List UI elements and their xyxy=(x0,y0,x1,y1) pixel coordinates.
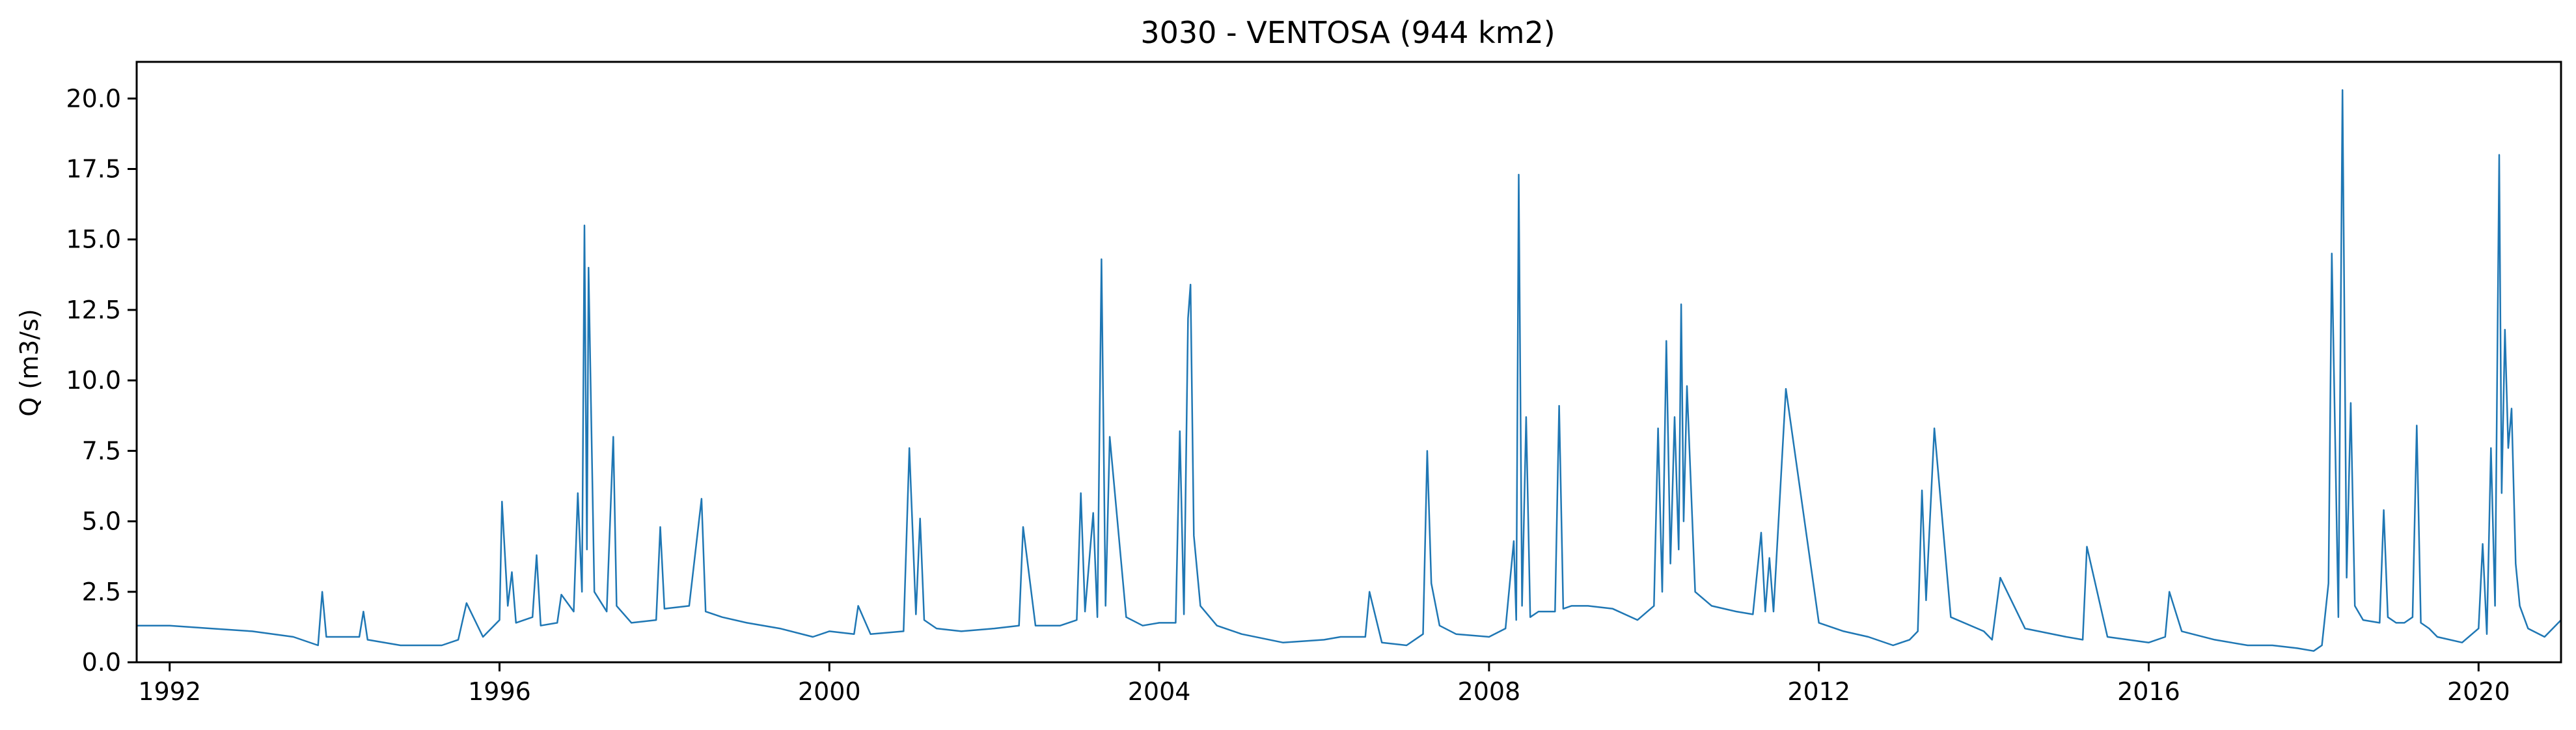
chart-title: 3030 - VENTOSA (944 km2) xyxy=(1140,15,1555,50)
x-tick-label: 2004 xyxy=(1128,677,1191,706)
y-tick-label: 7.5 xyxy=(82,436,121,465)
y-axis-label: Q (m3/s) xyxy=(15,309,44,416)
x-tick-label: 2012 xyxy=(1787,677,1850,706)
x-tick-label: 1992 xyxy=(138,677,201,706)
y-tick-label: 17.5 xyxy=(66,154,121,183)
x-tick-label: 2000 xyxy=(798,677,861,706)
y-tick-label: 10.0 xyxy=(66,366,121,395)
y-tick-label: 5.0 xyxy=(82,507,121,536)
y-tick-label: 0.0 xyxy=(82,648,121,677)
series-layer xyxy=(137,89,2562,652)
x-tick-label: 2008 xyxy=(1458,677,1521,706)
y-tick-label: 12.5 xyxy=(66,296,121,324)
discharge-series-line xyxy=(137,89,2562,652)
x-tick-label: 1996 xyxy=(468,677,531,706)
y-tick-label: 15.0 xyxy=(66,225,121,254)
y-tick-label: 20.0 xyxy=(66,84,121,113)
y-tick-label: 2.5 xyxy=(82,578,121,606)
x-axis-ticks: 1992 1996 2000 2004 2008 2012 2016 2020 xyxy=(138,662,2510,706)
y-axis-ticks: 0.0 2.5 5.0 7.5 10.0 12.5 15.0 17.5 20.0 xyxy=(66,84,137,677)
x-tick-label: 2020 xyxy=(2447,677,2510,706)
x-tick-label: 2016 xyxy=(2117,677,2180,706)
plot-area-frame xyxy=(135,61,2562,664)
